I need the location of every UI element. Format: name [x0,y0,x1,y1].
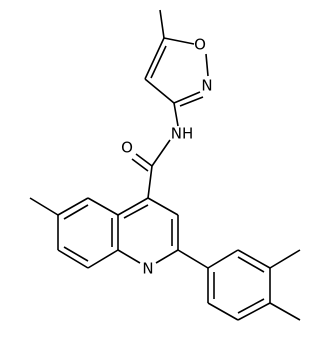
bond [150,45,167,79]
bond [173,91,201,104]
atom-label: O [121,139,133,157]
bond [29,197,59,216]
bond [117,197,149,216]
bond [237,249,271,269]
bond [151,139,171,167]
bond [135,153,153,167]
bond [269,249,301,269]
bond [207,302,239,321]
bond [147,197,179,216]
bond [177,249,209,269]
bond [144,37,165,80]
bond [155,249,179,264]
bond [131,158,149,172]
atom-label: O [194,36,206,54]
bond [147,165,153,199]
bond [237,302,271,321]
bond [57,197,89,216]
bond [144,78,175,104]
bond [123,204,149,219]
bond [163,37,195,45]
bond [57,249,89,269]
atom-label: N [201,77,212,95]
bond [269,302,301,321]
atom-label: NH [171,125,194,143]
bond [63,246,89,262]
bond [237,298,265,314]
bond [117,249,141,264]
atom-label: N [142,260,153,278]
bond [159,9,165,39]
bonds [29,9,301,321]
bond [63,204,89,220]
bond [205,53,209,77]
bond [207,249,239,269]
bond [179,96,204,107]
bond [173,102,179,127]
bond [87,197,119,216]
bond [237,256,265,273]
bond [87,249,119,269]
